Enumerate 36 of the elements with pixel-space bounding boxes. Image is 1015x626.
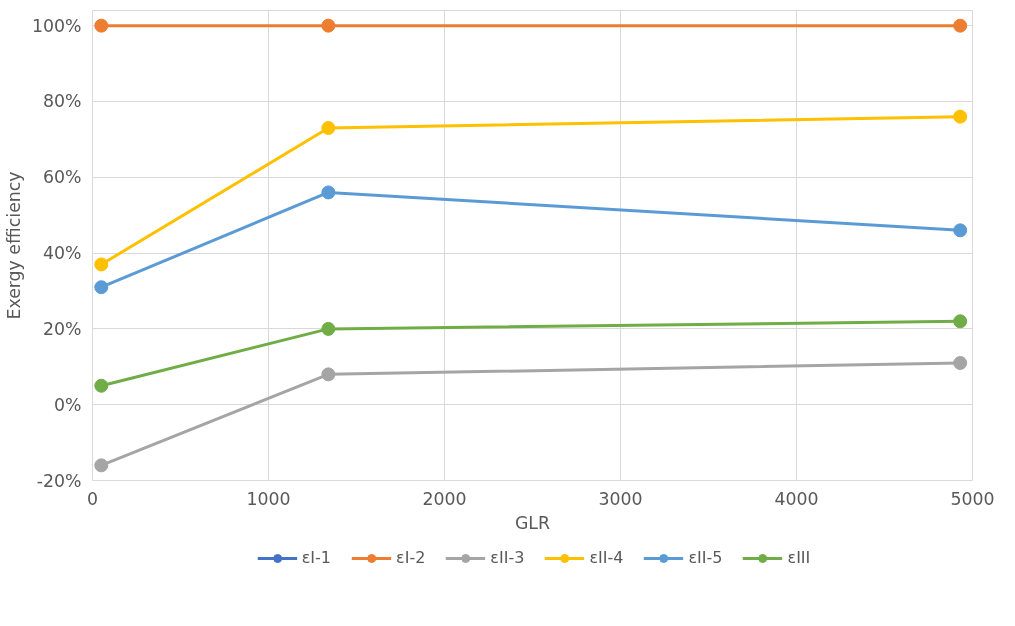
x-tick-label: 0 [86,488,99,509]
point [953,356,968,370]
y-axis-title: Exergy efficiency [3,171,24,320]
x-tick-label: 3000 [598,488,643,509]
y-tick-label: 0% [54,394,82,415]
point [94,378,109,393]
point [321,321,336,336]
point [94,18,109,33]
legend-label: εI-1 [301,548,332,567]
point [321,18,336,33]
y-tick-label: 80% [42,91,82,112]
legend-label: εII-4 [589,548,624,567]
legend-label: εI-2 [396,548,426,567]
point [953,314,968,329]
point [321,121,336,135]
point [953,223,968,238]
point [953,109,968,124]
point [94,280,109,295]
point [94,257,109,272]
y-tick-label: 20% [42,318,82,339]
legend-label: εII-3 [490,548,525,567]
legend-label: εII-5 [688,548,723,567]
x-tick-label: 1000 [246,488,291,509]
y-tick-label: 60% [42,167,82,188]
y-tick-label: 40% [42,243,82,264]
x-tick-label: 5000 [950,488,995,509]
x-tick-label: 4000 [774,488,819,509]
point [321,367,336,382]
point [321,185,336,200]
point [94,458,109,473]
y-tick-label: 100% [31,15,82,36]
x-tick-label: 2000 [422,488,467,509]
point [953,18,968,33]
legend-label: εIII [787,548,811,567]
y-tick-label: -20% [36,470,82,491]
x-axis-title: GLR [514,512,551,533]
